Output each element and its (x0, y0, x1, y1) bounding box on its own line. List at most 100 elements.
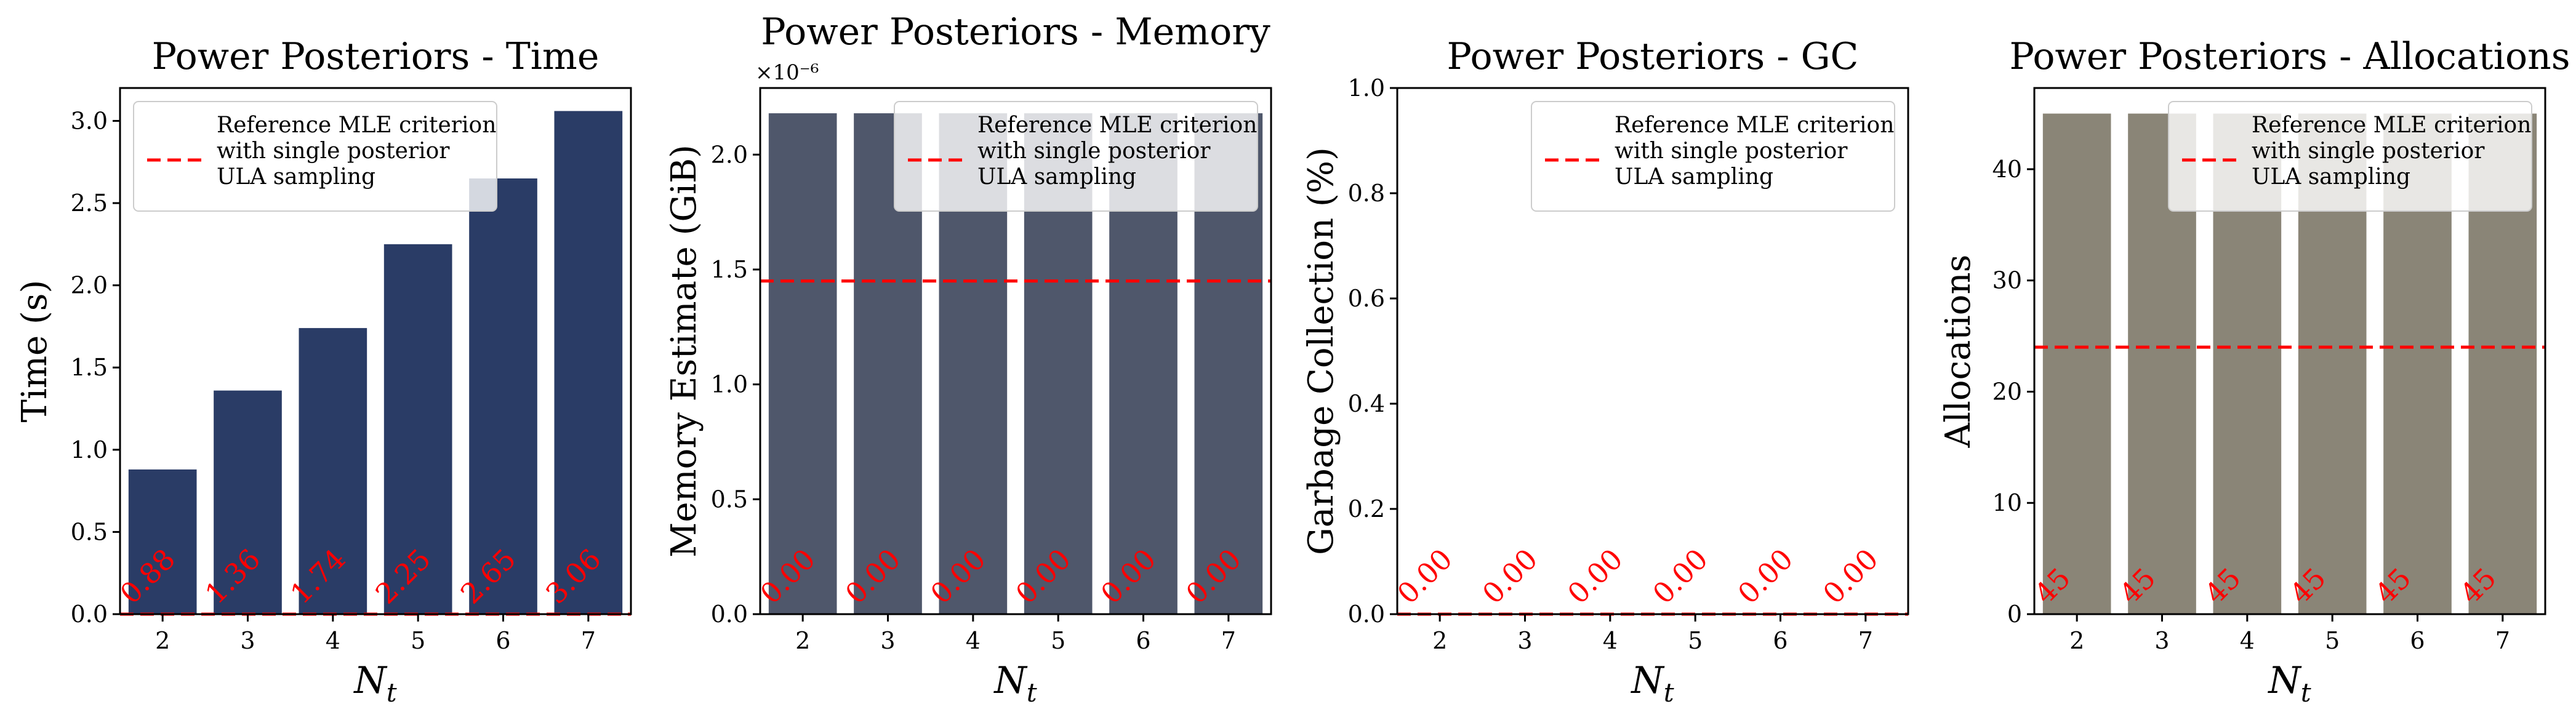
bar-value-label: 0.00 (1646, 542, 1714, 610)
bar (554, 111, 623, 614)
x-axis-label-subscript: t (1027, 678, 1037, 708)
x-axis-label-base: N (353, 659, 388, 702)
chart-title: Power Posteriors - Time (152, 35, 600, 78)
bar (2042, 113, 2111, 614)
chart-panel-2: 0.00 0.00 0.00 0.00 0.00 0.000.00.51.01.52.02… (664, 10, 1272, 708)
bar-value-label: 0.00 (1731, 542, 1800, 610)
y-tick-label: 1.0 (71, 436, 108, 463)
legend-box (2168, 101, 2532, 212)
y-tick-label: 0.5 (711, 486, 748, 513)
bar (383, 244, 452, 614)
x-axis-label: Nt (353, 659, 397, 708)
x-axis-label-base: N (2267, 659, 2302, 702)
x-tick-label: 3 (1517, 627, 1532, 654)
y-tick-label: 1.0 (711, 371, 748, 398)
x-tick-label: 4 (2240, 627, 2255, 654)
y-tick-label: 1.0 (1348, 74, 1385, 102)
x-tick-label: 7 (2495, 627, 2510, 654)
y-tick-label: 0.8 (1348, 180, 1385, 207)
legend-entry-text: with single posterior (217, 138, 450, 164)
x-tick-label: 2 (1432, 627, 1447, 654)
x-axis-label: Nt (2267, 659, 2311, 708)
y-tick-label: 0.0 (71, 601, 108, 628)
legend-entry-text: Reference MLE criterion (977, 113, 1257, 138)
bar (299, 328, 367, 614)
y-tick-label: 1.5 (71, 354, 108, 381)
legend-entry-text: ULA sampling (977, 164, 1136, 190)
y-axis-label: Garbage Collection (%) (1301, 147, 1341, 555)
x-tick-label: 3 (2154, 627, 2169, 654)
bar (128, 469, 197, 614)
y-tick-label: 2.0 (71, 272, 108, 299)
y-tick-label: 0.5 (71, 518, 108, 545)
legend-entry-text: with single posterior (1615, 138, 1848, 164)
y-offset-text: ×10⁻⁶ (755, 60, 819, 85)
x-axis-label-subscript: t (1664, 678, 1674, 708)
legend-entry-text: with single posterior (2252, 138, 2485, 164)
x-tick-label: 7 (1858, 627, 1873, 654)
x-tick-label: 6 (1136, 627, 1150, 654)
y-tick-label: 2.5 (71, 190, 108, 217)
x-axis-label: Nt (1630, 659, 1674, 708)
legend-entry-text: ULA sampling (1615, 164, 1773, 190)
x-tick-label: 6 (1773, 627, 1788, 654)
chart-panel-1: 0.88 1.36 1.74 2.25 2.65 3.060.00.51.01.52.02… (15, 35, 632, 708)
legend-entry-text: with single posterior (977, 138, 1211, 164)
x-tick-label: 5 (411, 627, 425, 654)
y-tick-label: 0.6 (1348, 285, 1385, 312)
bar-value-label: 0.00 (1816, 542, 1885, 610)
y-axis-label: Memory Estimate (GiB) (664, 145, 704, 558)
x-tick-label: 7 (1221, 627, 1236, 654)
x-tick-label: 5 (1688, 627, 1703, 654)
y-tick-label: 1.5 (711, 256, 748, 283)
x-tick-label: 3 (880, 627, 895, 654)
x-tick-label: 4 (1603, 627, 1618, 654)
legend-entry-text: Reference MLE criterion (2252, 113, 2531, 138)
x-axis-label-subscript: t (2301, 678, 2311, 708)
x-axis-label-base: N (1630, 659, 1665, 702)
y-tick-label: 40 (1992, 156, 2022, 183)
y-tick-label: 30 (1992, 267, 2022, 294)
axes-frame (1396, 87, 1909, 615)
chart-panel-3: 0.00 0.00 0.00 0.00 0.00 0.000.00.20.40.60.81… (1301, 35, 1909, 708)
legend-entry-text: Reference MLE criterion (217, 113, 496, 138)
legend-box (1531, 101, 1895, 212)
legend-entry-text: ULA sampling (2252, 164, 2410, 190)
legend-entry-text: ULA sampling (217, 164, 375, 190)
x-tick-label: 6 (2410, 627, 2425, 654)
chart-title: Power Posteriors - Allocations (2009, 35, 2570, 78)
legend-entry-text: Reference MLE criterion (1615, 113, 1894, 138)
bar-value-label: 0.00 (1476, 542, 1544, 610)
x-tick-label: 2 (2069, 627, 2084, 654)
y-tick-label: 0.2 (1348, 495, 1385, 522)
y-tick-label: 20 (1992, 378, 2022, 405)
x-tick-label: 4 (966, 627, 981, 654)
axes-frame (119, 87, 632, 615)
y-tick-label: 0.0 (1348, 601, 1385, 628)
y-tick-label: 0.4 (1348, 390, 1385, 417)
x-tick-label: 7 (581, 627, 596, 654)
legend-box (894, 101, 1258, 212)
x-axis-label-base: N (993, 659, 1028, 702)
x-axis-label-subscript: t (387, 678, 397, 708)
bar (469, 178, 537, 614)
axes-frame (2033, 87, 2546, 615)
x-tick-label: 5 (2325, 627, 2340, 654)
x-tick-label: 2 (155, 627, 170, 654)
chart-title: Power Posteriors - GC (1447, 35, 1859, 78)
y-axis-label: Time (s) (15, 280, 55, 423)
y-tick-label: 0 (2007, 601, 2022, 628)
x-tick-label: 4 (326, 627, 340, 654)
bar (214, 390, 282, 614)
y-tick-label: 3.0 (71, 107, 108, 134)
legend-box (133, 101, 497, 212)
y-tick-label: 10 (1992, 489, 2022, 516)
bar-value-label: 0.00 (1390, 542, 1459, 610)
x-axis-label: Nt (993, 659, 1037, 708)
x-tick-label: 3 (240, 627, 255, 654)
